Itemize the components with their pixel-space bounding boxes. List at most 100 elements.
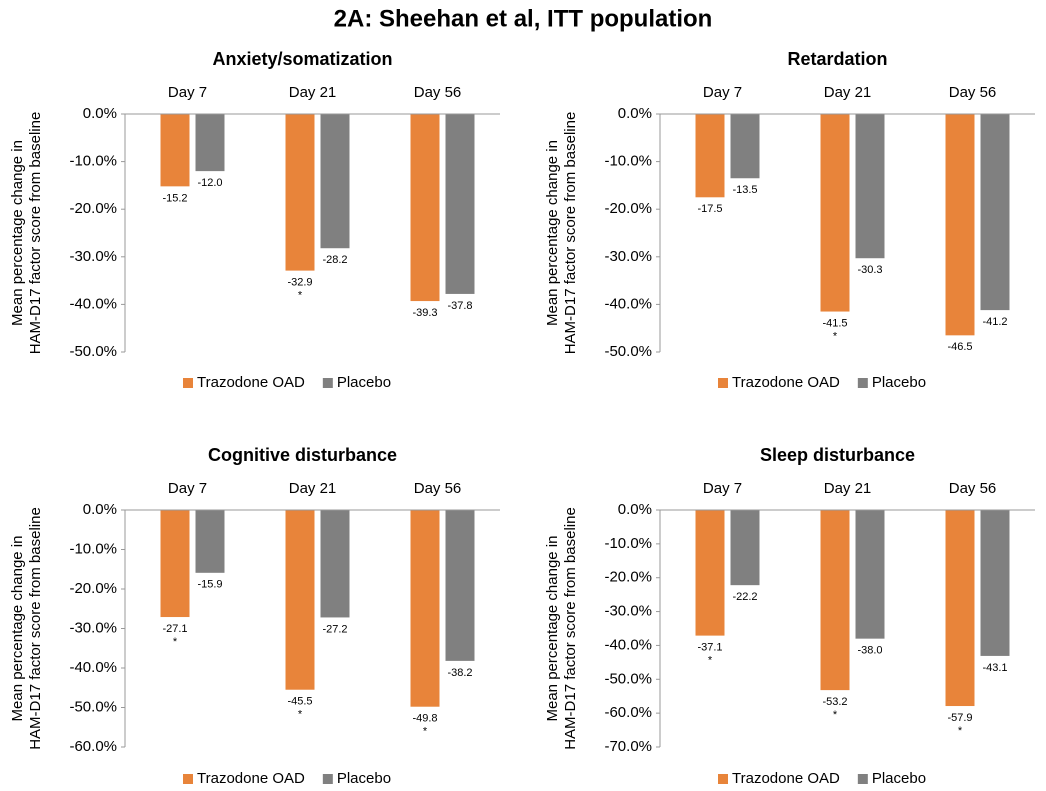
legend-swatch xyxy=(322,378,333,388)
y-tick-label: -50.0% xyxy=(69,343,117,360)
legend-label: Trazodone OAD xyxy=(732,770,840,787)
y-tick-label: -20.0% xyxy=(69,200,117,217)
significance-marker: * xyxy=(173,636,178,648)
x-tick-label: Day 56 xyxy=(949,84,997,101)
bar xyxy=(695,510,725,636)
legend-swatch xyxy=(322,774,333,784)
bar xyxy=(445,510,475,661)
data-label: -15.2 xyxy=(162,192,187,204)
bar xyxy=(730,114,760,179)
legend-swatch xyxy=(718,774,728,784)
data-label: -45.5 xyxy=(287,696,312,708)
x-tick-label: Day 7 xyxy=(168,480,207,497)
y-tick-label: 0.0% xyxy=(618,501,652,518)
significance-marker: * xyxy=(708,655,713,667)
y-axis-label: HAM-D17 factor score from baseline xyxy=(562,112,579,355)
y-tick-label: -10.0% xyxy=(69,540,117,557)
y-axis-label: Mean percentage change in xyxy=(9,140,26,326)
bar xyxy=(445,114,475,294)
y-tick-label: -20.0% xyxy=(604,200,652,217)
data-label: -30.3 xyxy=(857,264,882,276)
chart-title: Cognitive disturbance xyxy=(208,445,397,465)
x-tick-label: Day 7 xyxy=(168,84,207,101)
bar xyxy=(285,114,315,271)
x-tick-label: Day 56 xyxy=(414,480,462,497)
data-label: -12.0 xyxy=(197,177,222,189)
x-tick-label: Day 21 xyxy=(824,84,872,101)
bar xyxy=(695,114,725,198)
y-axis-label: HAM-D17 factor score from baseline xyxy=(562,507,579,750)
significance-marker: * xyxy=(833,709,838,721)
chart-title: Sleep disturbance xyxy=(760,445,915,465)
y-tick-label: 0.0% xyxy=(83,105,117,122)
y-axis-label: HAM-D17 factor score from baseline xyxy=(27,112,44,355)
y-axis-label: Mean percentage change in xyxy=(544,140,561,326)
y-tick-label: -20.0% xyxy=(604,569,652,586)
significance-marker: * xyxy=(298,290,303,302)
bar xyxy=(320,114,350,249)
bar xyxy=(195,510,225,573)
bar xyxy=(730,510,760,586)
x-tick-label: Day 21 xyxy=(289,84,337,101)
data-label: -15.9 xyxy=(197,579,222,591)
x-tick-label: Day 7 xyxy=(703,480,742,497)
y-tick-label: -30.0% xyxy=(604,248,652,265)
bar xyxy=(195,114,225,172)
x-tick-label: Day 21 xyxy=(824,480,872,497)
bar xyxy=(980,510,1010,656)
chart-title: Retardation xyxy=(787,49,887,69)
data-label: -37.1 xyxy=(697,642,722,654)
legend-label: Placebo xyxy=(872,374,926,391)
bar xyxy=(820,114,850,312)
y-tick-label: 0.0% xyxy=(83,501,117,518)
y-tick-label: -40.0% xyxy=(604,295,652,312)
figure-title: 2A: Sheehan et al, ITT population xyxy=(334,5,713,32)
legend-swatch xyxy=(183,378,193,388)
significance-marker: * xyxy=(423,726,428,738)
bar xyxy=(410,114,440,302)
significance-marker: * xyxy=(298,709,303,721)
data-label: -57.9 xyxy=(947,712,972,724)
y-tick-label: -10.0% xyxy=(69,153,117,170)
y-tick-label: -40.0% xyxy=(604,636,652,653)
y-axis-label: HAM-D17 factor score from baseline xyxy=(27,507,44,750)
data-label: -37.8 xyxy=(447,300,472,312)
data-label: -13.5 xyxy=(732,184,757,196)
y-axis-label: Mean percentage change in xyxy=(544,536,561,722)
data-label: -53.2 xyxy=(822,696,847,708)
legend-swatch xyxy=(857,378,868,388)
y-tick-label: 0.0% xyxy=(618,105,652,122)
chart-title: Anxiety/somatization xyxy=(212,49,392,69)
y-tick-label: -50.0% xyxy=(604,343,652,360)
y-tick-label: -40.0% xyxy=(69,659,117,676)
bar xyxy=(945,114,975,336)
bar xyxy=(855,510,885,639)
x-tick-label: Day 56 xyxy=(949,480,997,497)
significance-marker: * xyxy=(958,725,963,737)
legend-label: Trazodone OAD xyxy=(732,374,840,391)
legend-label: Placebo xyxy=(337,374,391,391)
legend-label: Placebo xyxy=(872,770,926,787)
legend-label: Trazodone OAD xyxy=(197,770,305,787)
bar xyxy=(320,510,350,618)
data-label: -27.1 xyxy=(162,623,187,635)
data-label: -38.0 xyxy=(857,645,882,657)
bar xyxy=(160,510,190,618)
data-label: -22.2 xyxy=(732,591,757,603)
bar xyxy=(160,114,190,187)
x-tick-label: Day 7 xyxy=(703,84,742,101)
y-tick-label: -70.0% xyxy=(604,738,652,755)
y-tick-label: -40.0% xyxy=(69,295,117,312)
x-tick-label: Day 21 xyxy=(289,480,337,497)
x-tick-label: Day 56 xyxy=(414,84,462,101)
legend-swatch xyxy=(857,774,868,784)
data-label: -41.5 xyxy=(822,317,847,329)
data-label: -32.9 xyxy=(287,277,312,289)
data-label: -43.1 xyxy=(982,662,1007,674)
bar xyxy=(820,510,850,691)
y-tick-label: -10.0% xyxy=(604,153,652,170)
legend-label: Trazodone OAD xyxy=(197,374,305,391)
data-label: -46.5 xyxy=(947,341,972,353)
y-axis-label: Mean percentage change in xyxy=(9,536,26,722)
